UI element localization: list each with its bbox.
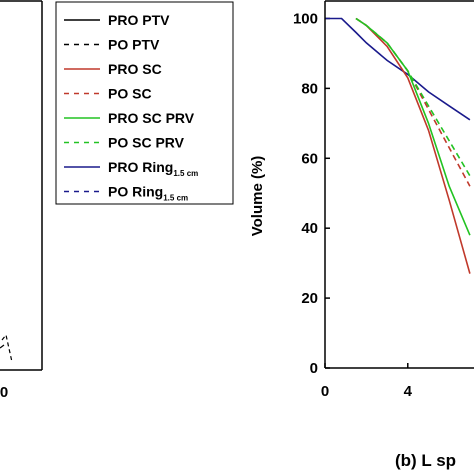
legend-box xyxy=(55,1,234,205)
y-axis-label: Volume (%) xyxy=(249,156,266,237)
left-panel: 0 xyxy=(0,0,43,401)
x-tick-label: 4 xyxy=(404,383,413,400)
legend-label-pro-ptv: PRO PTV xyxy=(108,12,170,28)
legend-label-pro-sc-prv: PRO SC PRV xyxy=(108,110,195,126)
y-tick-label: 20 xyxy=(301,290,318,307)
y-tick-label: 80 xyxy=(301,80,318,97)
right-panel: Volume (%) 0 20 40 60 80 100 0 4 (b) L sp xyxy=(249,0,474,470)
legend-label-pro-sc: PRO SC xyxy=(108,61,162,77)
panel-title: (b) L sp xyxy=(395,451,456,470)
legend: PRO PTV PO PTV PRO SC PO SC PRO SC PRV PO SC … xyxy=(55,1,234,205)
series-line-po-sc-prv xyxy=(355,17,471,177)
legend-label-po-sc-prv: PO SC PRV xyxy=(108,135,185,151)
legend-label-po-ptv: PO PTV xyxy=(108,37,160,53)
left-x-tick-label: 0 xyxy=(0,384,8,401)
y-tick-label: 100 xyxy=(293,10,318,27)
series-line-po-sc xyxy=(355,17,471,187)
legend-label-po-sc: PO SC xyxy=(108,86,152,102)
y-tick-label: 60 xyxy=(301,150,318,167)
left-series-po-ptv xyxy=(1,333,13,363)
series-line-pro-ring xyxy=(325,17,471,121)
series-line-pro-sc-prv xyxy=(355,17,471,236)
y-tick-label: 40 xyxy=(301,220,318,237)
left-series-pro-ptv xyxy=(0,344,5,349)
x-tick-label: 0 xyxy=(321,383,329,400)
y-tick-label: 0 xyxy=(310,360,318,377)
